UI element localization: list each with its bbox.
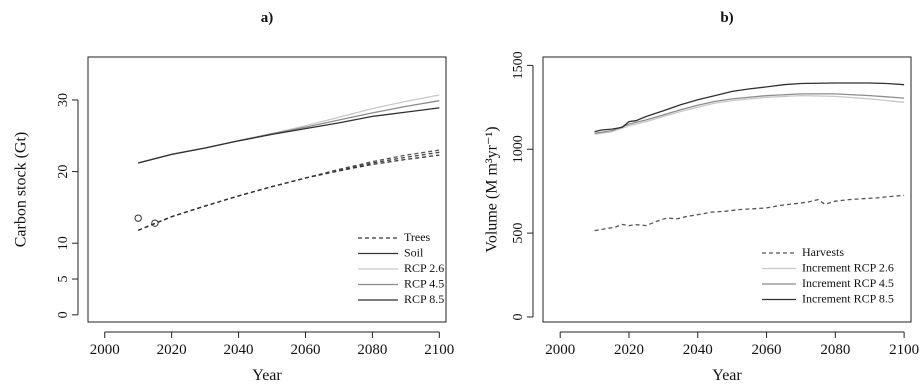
y-tick-label: 1500 xyxy=(511,51,526,79)
observation-point xyxy=(134,214,142,222)
panel-a: a) 0 5 10 20 30 2000 2020 2040 2060 2080 2100 Year Ca… xyxy=(13,10,455,384)
y-tick-label: 10 xyxy=(56,236,71,250)
x-tick-label: 2000 xyxy=(90,342,120,358)
y-tick-label: 20 xyxy=(56,165,71,179)
x-tick-label: 2020 xyxy=(614,342,644,358)
x-tick-label: 2060 xyxy=(290,342,320,358)
series-line-harvests xyxy=(594,194,905,232)
plot-frame xyxy=(87,56,447,323)
series-line-increment-rcp-8-5 xyxy=(594,82,905,133)
legend-label: Harvests xyxy=(802,245,844,259)
legend-label: RCP 8.5 xyxy=(404,292,444,306)
series-line-trees-rcp-4-5 xyxy=(137,151,440,231)
x-tick-label: 2040 xyxy=(224,342,254,358)
x-tick-label: 2080 xyxy=(820,342,850,358)
y-axis-label: Volume (M m³yr⁻¹) xyxy=(484,126,501,252)
legend-label: RCP 4.5 xyxy=(404,276,444,290)
series-line-trees-rcp-2-6 xyxy=(137,149,440,231)
series-line-trees-rcp-8-5 xyxy=(137,154,440,231)
x-tick-label: 2080 xyxy=(357,342,387,358)
x-tick-label: 2060 xyxy=(752,342,782,358)
legend-label: Trees xyxy=(404,230,431,244)
plot-frame xyxy=(542,56,912,323)
x-axis-label: Year xyxy=(252,367,282,384)
x-tick-label: 2100 xyxy=(424,342,454,358)
legend-label: Increment RCP 8.5 xyxy=(802,291,894,305)
series-line-increment-rcp-4-5 xyxy=(594,93,905,134)
x-tick-label: 2040 xyxy=(683,342,713,358)
y-tick-label: 30 xyxy=(56,93,71,107)
y-tick-label: 1000 xyxy=(511,135,526,163)
y-tick-label: 500 xyxy=(511,223,526,244)
legend-label: Increment RCP 2.6 xyxy=(802,260,894,274)
panel-title: b) xyxy=(720,10,733,26)
series-line-rcp-8-5 xyxy=(138,107,440,164)
y-tick-label: 5 xyxy=(56,276,71,283)
x-tick-label: 2020 xyxy=(157,342,187,358)
x-axis-label: Year xyxy=(712,367,742,384)
legend-label: RCP 2.6 xyxy=(404,261,444,275)
panel-title: a) xyxy=(261,10,274,26)
legend-label: Soil xyxy=(404,245,424,259)
panel-b: b) 0 500 1000 1500 2000 2020 2040 2060 2080 2100 Ye… xyxy=(484,10,919,384)
x-tick-label: 2100 xyxy=(889,342,919,358)
y-tick-label: 0 xyxy=(56,311,71,318)
x-tick-label: 2000 xyxy=(545,342,575,358)
legend-label: Increment RCP 4.5 xyxy=(802,276,894,290)
series-line-increment-rcp-2-6 xyxy=(594,94,905,135)
observation-point xyxy=(151,219,159,227)
y-axis-label: Carbon stock (Gt) xyxy=(13,132,30,248)
y-tick-label: 0 xyxy=(511,313,526,320)
